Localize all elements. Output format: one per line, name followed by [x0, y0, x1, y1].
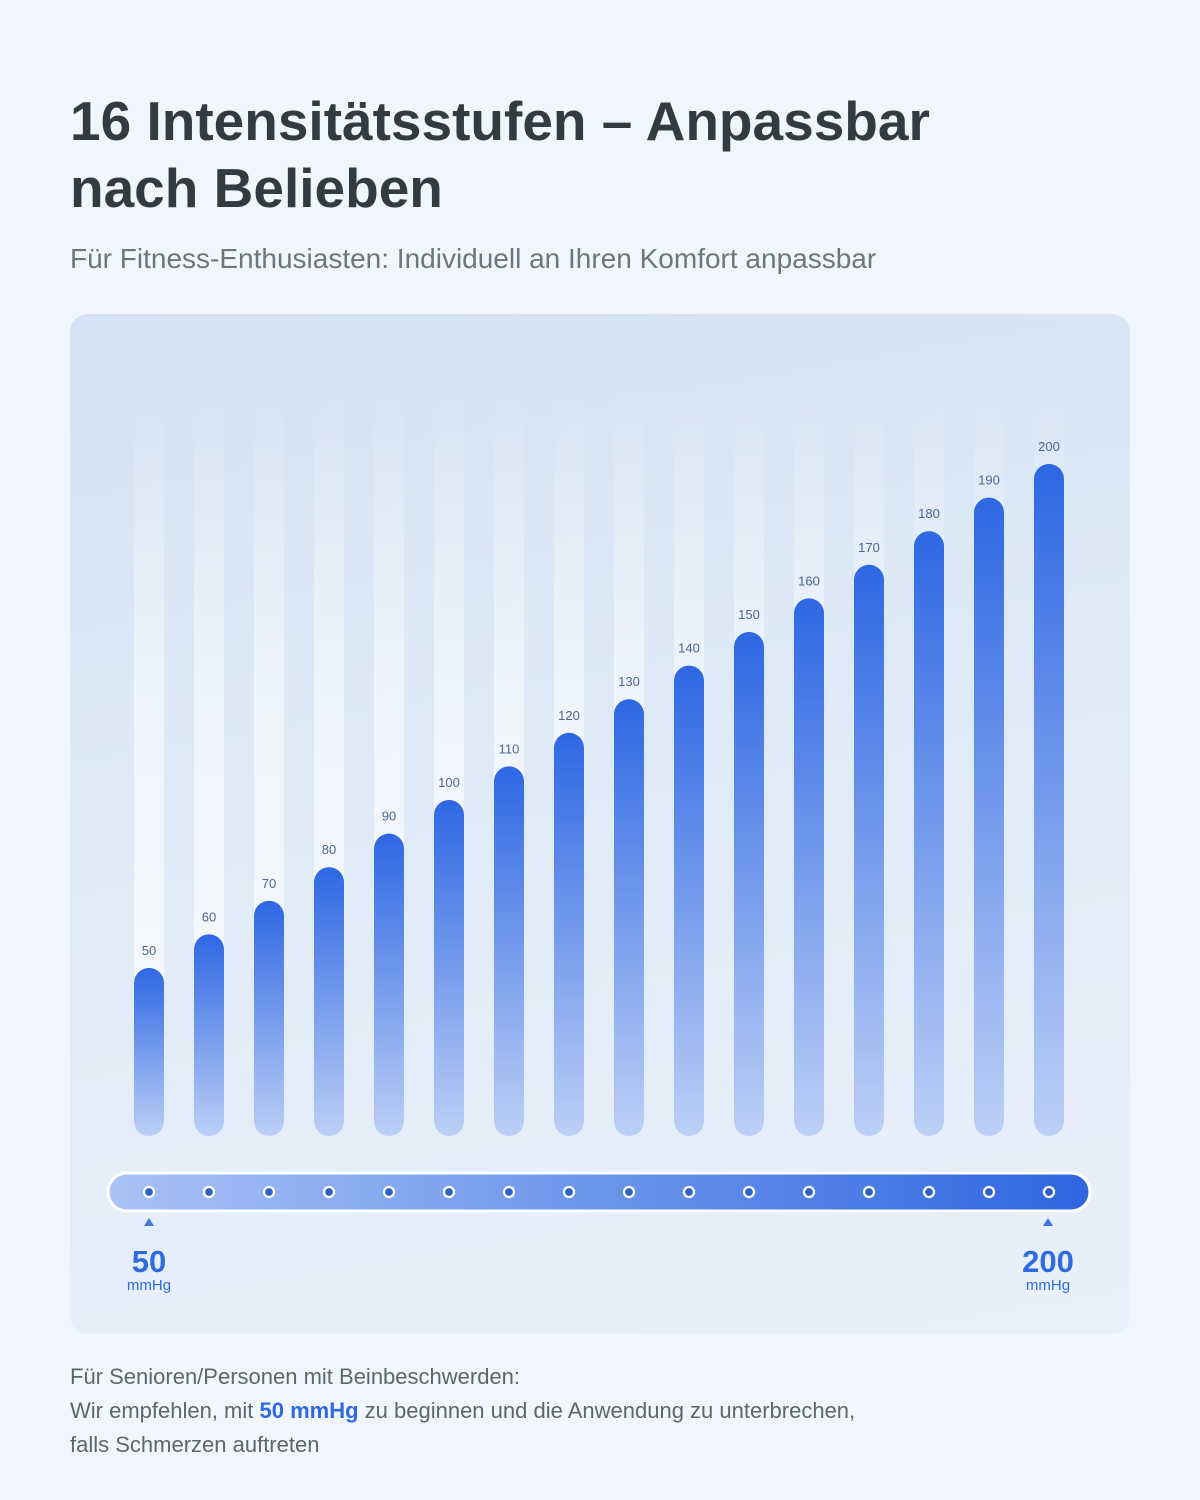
slider-step-16[interactable] [1042, 1185, 1056, 1199]
note-highlight: 50 mmHg [259, 1398, 359, 1423]
slider-step-14[interactable] [922, 1185, 936, 1199]
senior-note: Für Senioren/Personen mit Beinbeschwerde… [70, 1360, 1130, 1462]
slider-step-5[interactable] [382, 1185, 396, 1199]
bar-track-1 [134, 384, 164, 1136]
bar-11 [734, 632, 764, 1136]
bar-6 [434, 800, 464, 1136]
data-label-1: 50 [142, 943, 156, 958]
slider-track[interactable] [106, 1171, 1092, 1213]
slider-step-12[interactable] [802, 1185, 816, 1199]
slider-step-3[interactable] [262, 1185, 276, 1199]
slider-step-4[interactable] [322, 1185, 336, 1199]
bar-7 [494, 766, 524, 1136]
note-line-3: falls Schmerzen auftreten [70, 1432, 320, 1457]
slider-step-2[interactable] [202, 1185, 216, 1199]
chart-panel: 50 60 70 80 90 100 110 120 130 140 150 160 170 180 190… [70, 314, 1130, 1334]
bar-10 [674, 665, 704, 1136]
intensity-bar-chart: 50 60 70 80 90 100 110 120 130 140 150 160 170 180 190… [106, 384, 1092, 1213]
data-label-15: 190 [978, 473, 1000, 488]
bar-3 [254, 900, 284, 1136]
intensity-slider[interactable] [106, 1171, 1092, 1213]
bar-15 [974, 497, 1004, 1137]
slider-min-label: 50 mmHg [89, 1246, 209, 1294]
bar-8 [554, 732, 584, 1136]
data-label-5: 90 [382, 809, 396, 824]
slider-max-unit: mmHg [1025, 1277, 1071, 1294]
slider-step-7[interactable] [502, 1185, 516, 1199]
note-line-1: Für Senioren/Personen mit Beinbeschwerde… [70, 1364, 521, 1389]
data-label-2: 60 [202, 909, 216, 924]
slider-min-value: 50 [131, 1244, 167, 1279]
slider-max-label: 200 mmHg [988, 1246, 1108, 1294]
data-label-3: 70 [262, 876, 276, 891]
data-label-4: 80 [322, 842, 336, 857]
bar-5 [374, 833, 404, 1136]
slider-min-unit: mmHg [126, 1277, 172, 1294]
slider-step-8[interactable] [562, 1185, 576, 1199]
data-label-14: 180 [918, 506, 940, 521]
bar-12 [794, 598, 824, 1136]
bar-9 [614, 699, 644, 1136]
slider-step-1[interactable] [142, 1185, 156, 1199]
bar-14 [914, 531, 944, 1136]
data-label-13: 170 [858, 540, 880, 555]
slider-step-9[interactable] [622, 1185, 636, 1199]
max-marker-icon [1043, 1218, 1053, 1226]
slider-step-13[interactable] [862, 1185, 876, 1199]
bar-4 [314, 867, 344, 1136]
min-marker-icon [144, 1218, 154, 1226]
page-subtitle: Für Fitness-Enthusiasten: Individuell an… [70, 243, 877, 274]
bar-2 [194, 934, 224, 1136]
slider-step-15[interactable] [982, 1185, 996, 1199]
data-label-7: 110 [499, 741, 520, 756]
bar-16 [1034, 464, 1064, 1136]
note-line-2-pre: Wir empfehlen, mit [70, 1398, 260, 1423]
data-label-8: 120 [558, 708, 580, 723]
note-line-2-post: zu beginnen und die Anwendung zu unterbr… [358, 1398, 856, 1423]
slider-step-10[interactable] [682, 1185, 696, 1199]
data-label-16: 200 [1038, 439, 1060, 454]
data-label-10: 140 [678, 641, 700, 656]
slider-max-value: 200 [1022, 1244, 1074, 1279]
data-label-6: 100 [438, 775, 460, 790]
bar-13 [854, 564, 884, 1136]
slider-step-11[interactable] [742, 1185, 756, 1199]
bar-1 [134, 968, 164, 1136]
note-line-2: Wir empfehlen, mit 50 mmHg zu beginnen u… [70, 1394, 1130, 1428]
data-label-12: 160 [798, 573, 820, 588]
data-label-9: 130 [618, 674, 640, 689]
data-label-11: 150 [738, 607, 760, 622]
page-title: 16 Intensitätsstufen – Anpassbar nach Be… [70, 90, 930, 219]
slider-step-6[interactable] [442, 1185, 456, 1199]
